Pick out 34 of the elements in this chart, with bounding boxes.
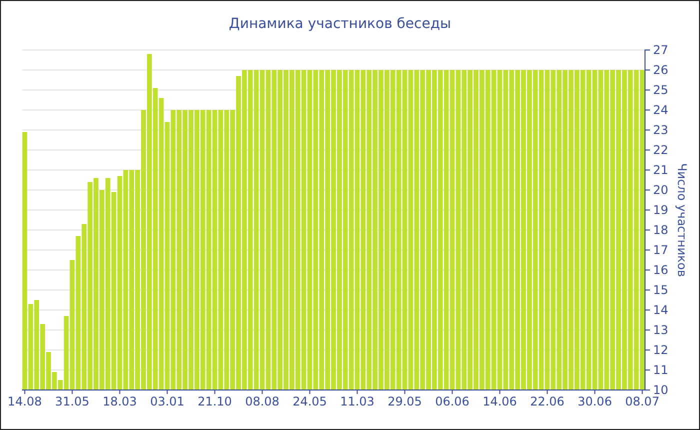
x-tick-label: 03.01 (150, 394, 184, 409)
y-tick-label: 20 (653, 182, 668, 197)
y-tick-label: 21 (653, 162, 668, 177)
y-tick-label: 10 (653, 382, 668, 397)
y-tick-label: 22 (653, 142, 668, 157)
chart-title: Динамика участников беседы (228, 16, 452, 32)
x-tick-label: 11.03 (340, 394, 374, 409)
y-tick-label: 16 (653, 262, 668, 277)
y-tick-label: 27 (653, 42, 668, 57)
x-tick-label: 06.06 (435, 394, 470, 409)
x-tick-label: 22.06 (530, 394, 564, 409)
y-tick-label: 24 (653, 102, 668, 117)
x-tick-label: 30.06 (578, 394, 612, 409)
y-tick-label: 19 (653, 202, 668, 217)
y-tick-label: 14 (653, 302, 668, 317)
x-tick-label: 08.07 (625, 394, 660, 409)
y-tick-label: 23 (653, 122, 668, 137)
y-tick-label: 13 (653, 322, 668, 337)
y-axis-title: Число участников (675, 163, 689, 277)
y-tick-label: 12 (653, 342, 668, 357)
y-tick-label: 25 (653, 82, 668, 97)
x-tick-label: 14.06 (482, 394, 517, 409)
y-tick-label: 26 (653, 62, 668, 77)
x-tick-label: 24.05 (292, 394, 327, 409)
x-tick-label: 31.05 (55, 394, 90, 409)
x-tick-label: 14.08 (8, 394, 42, 409)
y-tick-label: 18 (653, 222, 668, 237)
y-tick-label: 17 (653, 242, 668, 257)
x-tick-label: 18.03 (102, 394, 137, 409)
y-tick-label: 15 (653, 282, 668, 297)
x-tick-label: 29.05 (388, 394, 422, 409)
x-tick-label: 08.08 (245, 394, 280, 409)
x-tick-label: 21.10 (198, 394, 232, 409)
y-tick-label: 11 (653, 362, 668, 377)
